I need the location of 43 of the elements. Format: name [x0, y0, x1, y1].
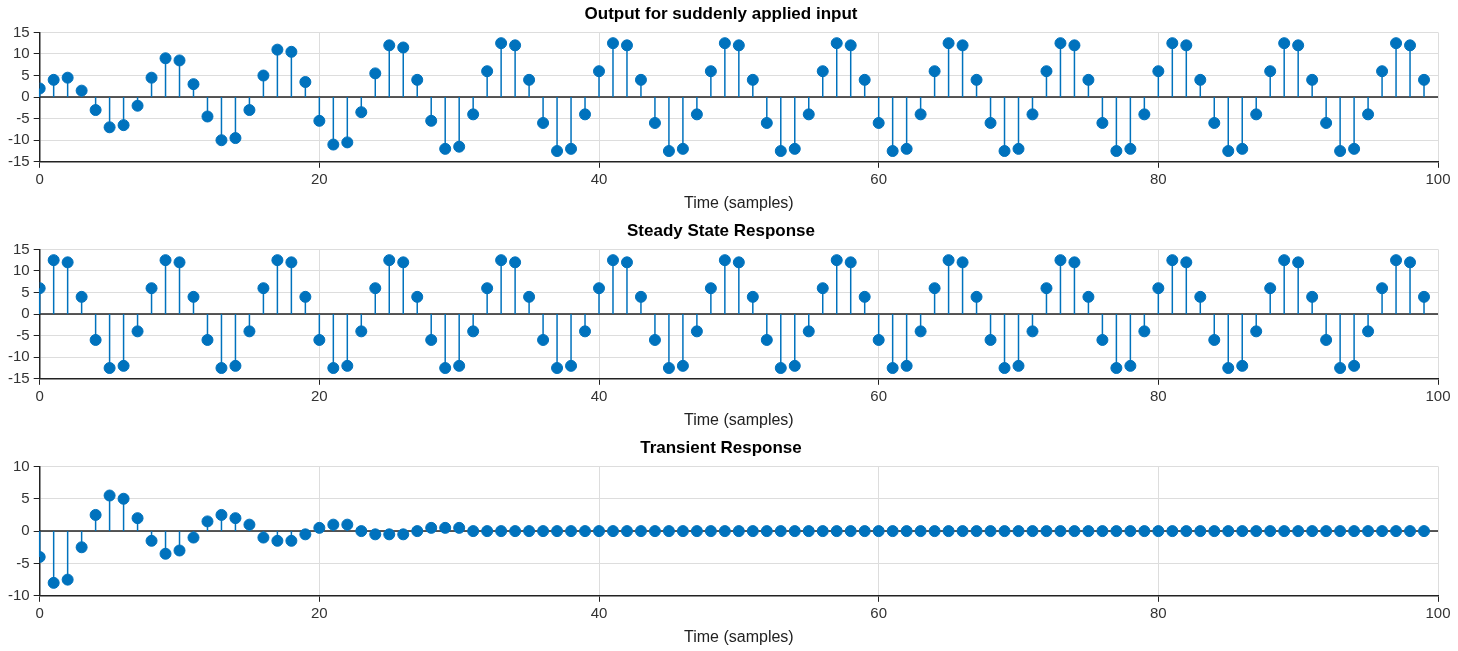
x-tick-label: 60: [870, 169, 888, 187]
x-tick-label: 40: [590, 386, 608, 404]
x-tick-label: 80: [1149, 386, 1167, 404]
x-tick-label: 20: [311, 386, 328, 404]
chart-title: Steady State Response: [626, 220, 816, 240]
x-tick-label: 20: [311, 603, 328, 621]
chart-title: Transient Response: [640, 437, 802, 457]
x-tick-label: 40: [590, 603, 608, 621]
x-tick-label: 80: [1149, 603, 1167, 621]
y-tick-label: 5: [21, 65, 30, 83]
y-tick-label: 0: [21, 521, 30, 539]
x-tick-label: 60: [870, 386, 888, 404]
y-tick-label: -10: [7, 130, 30, 148]
x-tick-label: 100: [1425, 169, 1451, 187]
x-tick-label: 60: [870, 603, 888, 621]
x-tick-label: 20: [311, 169, 328, 187]
y-tick-label: 5: [21, 282, 30, 300]
x-tick-label: 80: [1149, 169, 1167, 187]
y-tick-label: 10: [12, 456, 30, 474]
x-tick-label: 40: [590, 169, 608, 187]
y-tick-label: 0: [21, 304, 30, 322]
y-tick-label: -5: [16, 553, 30, 571]
y-tick-label: -15: [7, 368, 30, 386]
x-axis-title: Time (samples): [684, 627, 794, 645]
y-tick-label: 0: [21, 87, 30, 105]
x-tick-label: 100: [1425, 386, 1451, 404]
chart-title: Output for suddenly applied input: [584, 3, 858, 23]
y-tick-label: 15: [12, 239, 30, 257]
x-tick-label: 0: [35, 169, 44, 187]
y-tick-label: -10: [7, 585, 30, 603]
y-tick-label: -5: [16, 108, 30, 126]
y-tick-label: -15: [7, 151, 30, 169]
x-tick-label: 100: [1425, 603, 1451, 621]
y-tick-label: -10: [7, 347, 30, 365]
x-tick-label: 0: [35, 603, 44, 621]
y-tick-label: 15: [12, 22, 30, 40]
x-axis-title: Time (samples): [684, 410, 794, 428]
y-tick-label: -5: [16, 325, 30, 343]
y-tick-label: 10: [12, 261, 30, 279]
y-tick-label: 10: [12, 44, 30, 62]
x-axis-title: Time (samples): [684, 193, 794, 211]
x-tick-label: 0: [35, 386, 44, 404]
y-tick-label: 5: [21, 488, 30, 506]
